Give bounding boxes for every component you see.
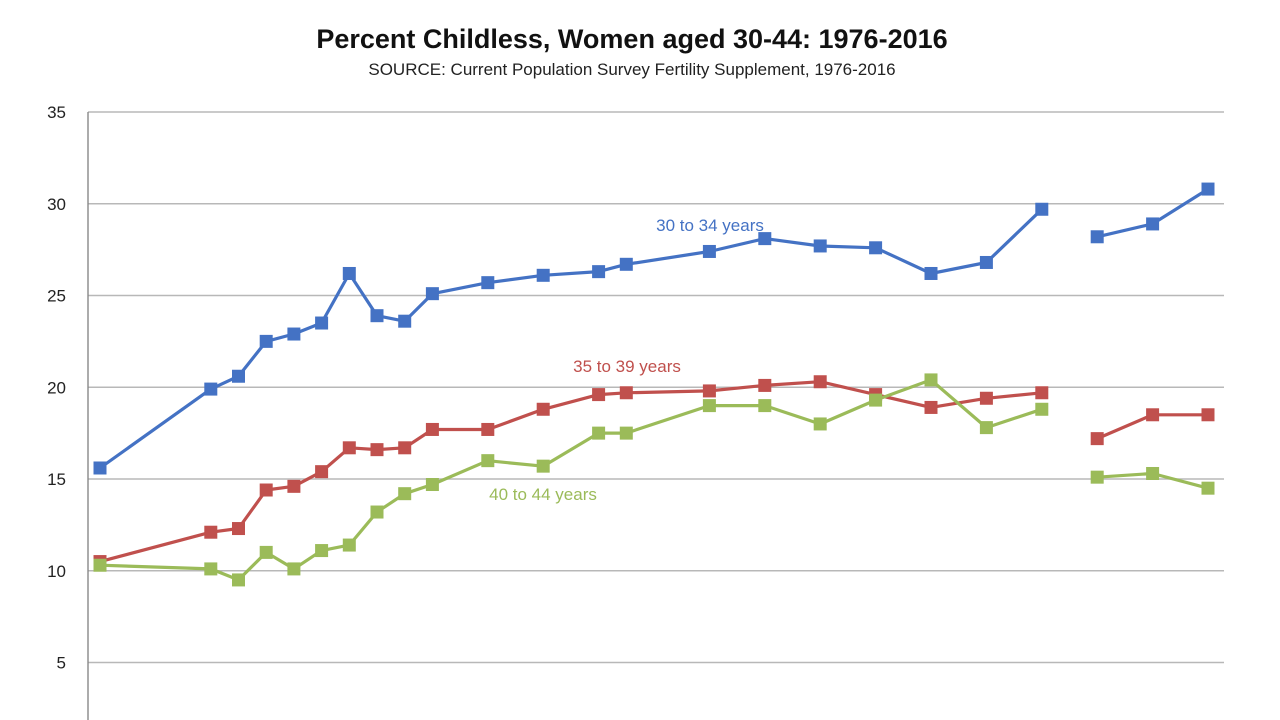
data-point (315, 465, 329, 479)
series-label: 35 to 39 years (573, 357, 681, 376)
data-point (702, 384, 716, 398)
data-point (1090, 470, 1104, 484)
data-point (204, 525, 218, 539)
data-point (979, 255, 993, 269)
series-group (93, 182, 1215, 587)
series-labels: 30 to 34 years 35 to 39 years 40 to 44 yea… (489, 216, 764, 504)
data-point (702, 244, 716, 258)
data-point (425, 422, 439, 436)
data-point (536, 459, 550, 473)
data-point (342, 441, 356, 455)
data-point (869, 393, 883, 407)
y-tick-label: 10 (47, 562, 66, 581)
data-point (924, 266, 938, 280)
data-point (619, 257, 633, 271)
data-point (370, 505, 384, 519)
data-point (813, 375, 827, 389)
data-point (1201, 481, 1215, 495)
data-point (813, 239, 827, 253)
data-point (287, 479, 301, 493)
data-point (398, 441, 412, 455)
series-line (99, 208, 1043, 470)
data-point (1146, 408, 1160, 422)
data-point (758, 232, 772, 246)
data-point (1090, 230, 1104, 244)
data-point (259, 545, 273, 559)
data-point (1035, 202, 1049, 216)
data-point (370, 309, 384, 323)
data-point (93, 558, 107, 572)
data-point (259, 334, 273, 348)
data-point (425, 287, 439, 301)
data-point (979, 391, 993, 405)
data-point (592, 426, 606, 440)
data-point (536, 268, 550, 282)
data-point (619, 386, 633, 400)
y-tick-label: 20 (47, 378, 66, 397)
data-point (813, 417, 827, 431)
data-point (342, 538, 356, 552)
data-point (232, 369, 245, 383)
gridlines (88, 111, 1224, 664)
data-point (1146, 466, 1160, 480)
data-point (619, 426, 633, 440)
data-point (702, 399, 716, 413)
data-point (979, 421, 993, 435)
data-point (1035, 402, 1049, 416)
data-point (1201, 408, 1215, 422)
data-point (1146, 217, 1160, 231)
chart-subtitle: SOURCE: Current Population Survey Fertil… (368, 60, 896, 79)
y-tick-label: 30 (47, 195, 66, 214)
data-point (481, 454, 495, 468)
y-tick-label: 35 (47, 103, 66, 122)
y-axis: 5 10 15 20 25 30 35 (47, 103, 89, 720)
data-point (481, 276, 495, 290)
data-point (592, 388, 606, 402)
series-line (99, 378, 1043, 582)
data-point (924, 373, 938, 387)
chart-title: Percent Childless, Women aged 30-44: 197… (316, 24, 948, 54)
data-point (924, 400, 938, 414)
data-point (758, 399, 772, 413)
data-point (232, 573, 245, 587)
series-1 (93, 182, 1215, 475)
series-label: 40 to 44 years (489, 485, 597, 504)
data-point (536, 402, 550, 416)
series-label: 30 to 34 years (656, 216, 764, 235)
data-point (481, 422, 495, 436)
data-point (259, 483, 273, 497)
y-tick-label: 15 (47, 470, 66, 489)
data-point (204, 382, 218, 396)
data-point (232, 522, 245, 536)
data-point (315, 544, 329, 558)
data-point (204, 562, 218, 576)
data-point (1201, 182, 1215, 196)
data-point (1090, 432, 1104, 446)
data-point (370, 443, 384, 457)
data-point (315, 316, 329, 330)
y-tick-label: 5 (57, 654, 66, 673)
data-point (1035, 386, 1049, 400)
data-point (93, 461, 107, 475)
data-point (398, 487, 412, 501)
data-point (342, 266, 356, 280)
y-tick-label: 25 (47, 287, 66, 306)
data-point (287, 327, 301, 341)
data-point (758, 378, 772, 392)
data-point (398, 314, 412, 328)
data-point (425, 478, 439, 492)
series-3 (93, 373, 1215, 587)
data-point (592, 265, 606, 279)
data-point (287, 562, 301, 576)
data-point (869, 241, 883, 255)
